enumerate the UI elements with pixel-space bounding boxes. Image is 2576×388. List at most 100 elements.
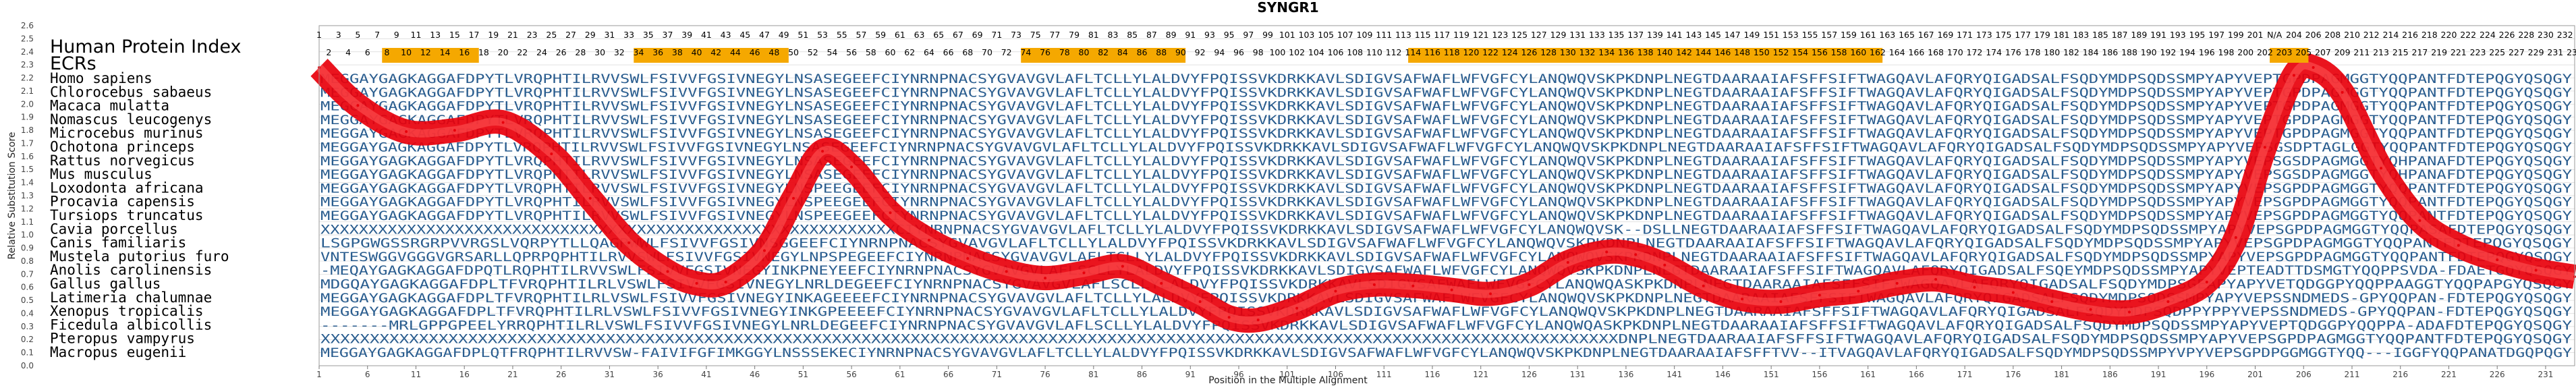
ecrs-label: ECRs xyxy=(50,53,96,74)
human-index-number: 49 xyxy=(779,30,789,40)
x-tick-label: 216 xyxy=(2392,370,2408,379)
y-axis-label: Relative Substitution Score xyxy=(7,132,18,259)
alignment-sequence: MEGGAYGAGKAGGAFDPYTLVRQPHTILRVVSWLFSIVVF… xyxy=(320,113,2573,128)
score-point xyxy=(1256,318,1260,322)
ecr-index-number: 233 xyxy=(2567,47,2576,57)
y-tick-label: 2.5 xyxy=(21,34,34,43)
human-index-number: 79 xyxy=(1069,30,1080,40)
x-tick-label: 101 xyxy=(1279,370,1295,379)
ecr-index-number: 215 xyxy=(2392,47,2409,57)
ecr-index-number: 194 xyxy=(2179,47,2195,57)
ecr-index-number: 30 xyxy=(594,47,605,57)
y-tick-label: 1.7 xyxy=(21,138,34,148)
human-index-number: 87 xyxy=(1146,30,1157,40)
score-point xyxy=(1857,289,1860,293)
human-index-number: 228 xyxy=(2518,30,2534,40)
score-point xyxy=(2263,146,2266,149)
score-point xyxy=(356,104,360,107)
species-label: Loxodonta africana xyxy=(50,179,204,196)
y-tick-label: 0.3 xyxy=(21,322,34,331)
score-point xyxy=(889,211,892,215)
x-tick-label: 161 xyxy=(1860,370,1876,379)
human-index-number: 143 xyxy=(1685,30,1702,40)
human-index-number: 27 xyxy=(565,30,576,40)
ecr-index-number: 46 xyxy=(750,47,760,57)
ecr-index-number: 80 xyxy=(1079,47,1090,57)
x-axis-label: Position in the Multiple Alignment xyxy=(1208,375,1368,386)
ecr-index-number: 10 xyxy=(401,47,412,57)
plot-frame xyxy=(318,25,2575,366)
y-tick-label: 1.9 xyxy=(21,113,34,122)
score-point xyxy=(1779,300,1783,304)
score-point xyxy=(927,238,930,242)
human-index-number: 53 xyxy=(817,30,828,40)
ecr-index-number: 52 xyxy=(808,47,818,57)
y-tick-label: 1.2 xyxy=(21,204,34,213)
ecr-index-number: 104 xyxy=(1308,47,1324,57)
ecr-index-number: 164 xyxy=(1889,47,1905,57)
x-tick-label: 181 xyxy=(2054,370,2069,379)
score-point xyxy=(1934,278,1938,281)
score-point xyxy=(1489,292,1492,296)
score-point xyxy=(1044,277,1047,280)
ecr-index-number: 156 xyxy=(1812,47,1828,57)
alignment-sequence: MEGGAYGAGKAGGAFDPYTLVRQPHTILRVVSWLFSIVVF… xyxy=(320,99,2573,114)
x-tick-label: 26 xyxy=(556,370,566,379)
human-index-number: 81 xyxy=(1088,30,1099,40)
ecr-index-number: 102 xyxy=(1289,47,1305,57)
score-point xyxy=(666,270,669,273)
y-tick-label: 0.0 xyxy=(21,361,34,370)
alignment-sequence: MEGGAYGAGKAGGAFDPYTLVRQPHTILRVVSWLFSIVVF… xyxy=(320,181,2573,196)
human-index-number: 91 xyxy=(1185,30,1196,40)
x-tick-label: 176 xyxy=(2005,370,2021,379)
ecr-index-number: 100 xyxy=(1269,47,1285,57)
ecr-index-number: 94 xyxy=(1214,47,1225,57)
human-index-number: 216 xyxy=(2402,30,2418,40)
ecr-index-number: 36 xyxy=(652,47,663,57)
ecr-index-number: 203 xyxy=(2276,47,2293,57)
ecr-index-number: 231 xyxy=(2547,47,2563,57)
score-point xyxy=(2457,244,2460,247)
ecr-index-number: 64 xyxy=(924,47,934,57)
alignment-sequence: MEGGAYGAGKAGGAFDPLQTFRQPHTILRVVSW-FAIVIF… xyxy=(320,345,2573,360)
ecr-index-number: 209 xyxy=(2334,47,2351,57)
human-index-number: 232 xyxy=(2557,30,2573,40)
ecr-index-number: 14 xyxy=(440,47,451,57)
human-index-number: 77 xyxy=(1049,30,1060,40)
ecr-index-number: 148 xyxy=(1734,47,1750,57)
score-point xyxy=(2312,66,2315,70)
human-index-number: 19 xyxy=(488,30,499,40)
x-tick-label: 166 xyxy=(1909,370,1924,379)
human-index-number: 145 xyxy=(1705,30,1721,40)
score-point xyxy=(2496,258,2499,261)
ecr-index-number: 124 xyxy=(1502,47,1518,57)
y-tick-label: 1.3 xyxy=(21,191,34,200)
score-point xyxy=(405,130,408,134)
human-index-number: 159 xyxy=(1841,30,1857,40)
x-tick-label: 91 xyxy=(1185,370,1196,379)
species-label: Ochotona princeps xyxy=(50,139,195,155)
y-tick-label: 0.1 xyxy=(21,348,34,358)
alignment-sequence: XXXXXXXXXXXXXXXXXXXXXXXXXXXXXXXXXXXXXXXX… xyxy=(320,332,2573,347)
ecr-index-number: 128 xyxy=(1540,47,1557,57)
ecr-index-number: 229 xyxy=(2528,47,2544,57)
species-label: Anolis carolinensis xyxy=(50,262,212,278)
human-index-number: 131 xyxy=(1569,30,1586,40)
human-index-number: 33 xyxy=(623,30,634,40)
ecr-index-number: 110 xyxy=(1366,47,1382,57)
human-index-number: 153 xyxy=(1783,30,1799,40)
ecr-index-number: 114 xyxy=(1405,47,1421,57)
x-tick-label: 226 xyxy=(2490,370,2505,379)
ecr-index-number: 58 xyxy=(866,47,876,57)
ecr-index-number: 16 xyxy=(459,47,470,57)
human-index-number: 218 xyxy=(2421,30,2438,40)
ecr-index-number: 188 xyxy=(2121,47,2137,57)
human-index-number: 23 xyxy=(527,30,538,40)
species-label: Microcebus murinus xyxy=(50,125,204,141)
ecr-index-number: 190 xyxy=(2141,47,2157,57)
human-index-number: 163 xyxy=(1879,30,1895,40)
human-index-number: 123 xyxy=(1492,30,1508,40)
alignment-sequence: MEGGAYGAGKAGGAFDPYTLVRQPHTILRVVSWLFSIVVF… xyxy=(320,85,2573,100)
x-tick-label: 36 xyxy=(653,370,663,379)
ecr-bar xyxy=(1408,48,1883,63)
